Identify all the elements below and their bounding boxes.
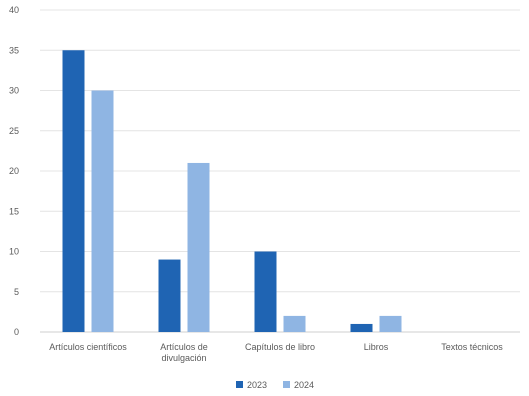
y-tick-label: 40 xyxy=(9,5,19,15)
bar-2023-0 xyxy=(62,50,85,332)
bar-2024-1 xyxy=(187,162,210,332)
y-tick-label: 5 xyxy=(14,287,19,297)
y-tick-label: 15 xyxy=(9,206,19,216)
bar-2023-3 xyxy=(350,323,373,332)
bar-2023-1 xyxy=(158,259,181,332)
legend-swatch-2023 xyxy=(236,381,243,388)
x-category-label: Artículos de divulgación xyxy=(160,342,208,363)
bar-2024-0 xyxy=(91,90,114,332)
x-category-label: Capítulos de libro xyxy=(245,342,315,352)
bar-2024-2 xyxy=(283,315,306,332)
y-tick-label: 10 xyxy=(9,247,19,257)
legend-label: 2023 xyxy=(247,380,267,390)
bars xyxy=(62,50,402,332)
x-category-label: Libros xyxy=(364,342,389,352)
bar-2024-3 xyxy=(379,315,402,332)
legend: 2023 2024 xyxy=(236,380,314,390)
legend-swatch-2024 xyxy=(283,381,290,388)
x-category-label: Textos técnicos xyxy=(441,342,503,352)
x-axis-categories: Artículos científicos Artículos de divulga… xyxy=(49,342,503,363)
legend-label: 2024 xyxy=(294,380,314,390)
y-tick-label: 35 xyxy=(9,45,19,55)
y-tick-label: 20 xyxy=(9,166,19,176)
y-axis-ticks: 0 5 10 15 20 25 30 35 40 xyxy=(9,5,19,337)
bar-2023-2 xyxy=(254,251,277,332)
y-tick-label: 25 xyxy=(9,126,19,136)
x-category-label: Artículos científicos xyxy=(49,342,127,352)
gridlines xyxy=(40,9,520,333)
y-tick-label: 30 xyxy=(9,86,19,96)
y-tick-label: 0 xyxy=(14,327,19,337)
